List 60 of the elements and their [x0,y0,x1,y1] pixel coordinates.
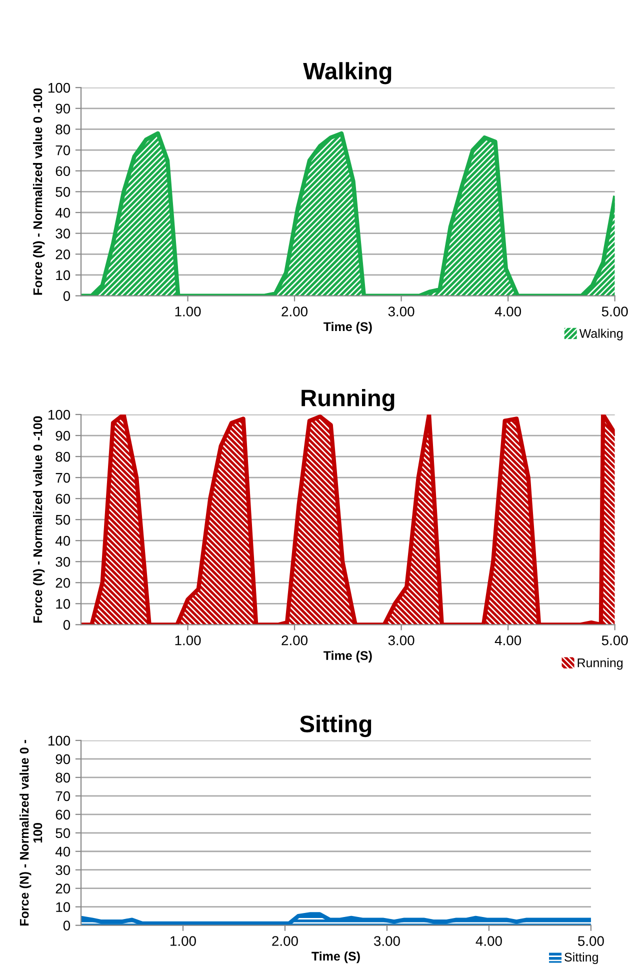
x-tick-label: 2.00 [272,936,298,946]
y-tick-label: 60 [56,166,70,176]
y-tick-label: 60 [56,494,70,504]
legend-label: Walking [579,328,623,340]
y-tick-label: 20 [56,884,70,894]
y-tick-label: 0 [63,291,70,301]
x-tick-label: 5.00 [578,936,604,946]
chart-title: Sitting [300,715,372,738]
y-tick-label: 0 [63,620,70,630]
y-tick-label: 40 [55,208,70,218]
x-tick-label: 3.00 [388,306,414,316]
x-tick-label: 1.00 [170,936,196,946]
y-tick-label: 90 [56,104,70,114]
y-tick-label: 80 [56,772,70,783]
y-tick-label: 20 [56,249,70,260]
y-tick-label: 30 [56,556,70,567]
x-axis-title: Time (S) [324,650,372,662]
x-tick-label: 2.00 [282,635,308,646]
y-tick-label: 20 [56,578,70,588]
x-tick-label: 4.00 [494,306,522,316]
x-tick-label: 2.00 [282,306,308,316]
y-tick-label: 80 [56,452,70,462]
y-axis-title: Force (N) - Normalized value 0 -100 [32,88,45,295]
y-tick-label: 60 [56,810,70,820]
x-tick-label: 1.00 [175,306,201,316]
y-tick-label: 70 [56,145,70,156]
y-tick-label: 10 [56,902,70,912]
legend-label: Sitting [564,952,598,964]
y-tick-label: 40 [55,536,70,546]
y-tick-label: 100 [48,410,70,420]
x-tick-label: 3.00 [374,936,400,946]
legend-label: Running [578,658,623,670]
y-tick-label: 30 [56,228,70,238]
y-axis-title: Force (N) - Normalized value 0 -100 [32,416,45,623]
x-tick-label: 4.00 [494,635,522,646]
chart-title: Walking [303,62,392,84]
x-tick-label: 3.00 [388,635,414,646]
y-tick-label: 10 [56,598,70,609]
x-tick-label: 5.00 [602,306,628,316]
y-tick-label: 70 [56,791,70,802]
y-axis-title: Force (N) - Normalized value 0 - 100 [20,740,42,926]
y-tick-label: 90 [56,430,70,441]
y-tick-label: 30 [56,865,70,876]
x-tick-label: 5.00 [602,635,628,646]
chart-title: Running [302,389,394,412]
y-tick-label: 40 [55,846,70,857]
y-tick-label: 80 [56,124,70,134]
y-tick-label: 0 [63,920,70,930]
x-tick-label: 4.00 [476,936,502,946]
x-axis-title: Time (S) [312,951,360,964]
y-tick-label: 50 [56,828,70,838]
y-tick-label: 100 [48,736,70,746]
y-tick-label: 70 [56,472,70,483]
x-axis-title: Time (S) [324,322,372,334]
x-tick-label: 1.00 [175,635,201,646]
y-tick-label: 50 [56,187,70,197]
y-tick-label: 90 [56,754,70,764]
y-tick-label: 10 [56,270,70,280]
y-tick-label: 50 [56,514,70,525]
y-tick-label: 100 [48,82,70,93]
